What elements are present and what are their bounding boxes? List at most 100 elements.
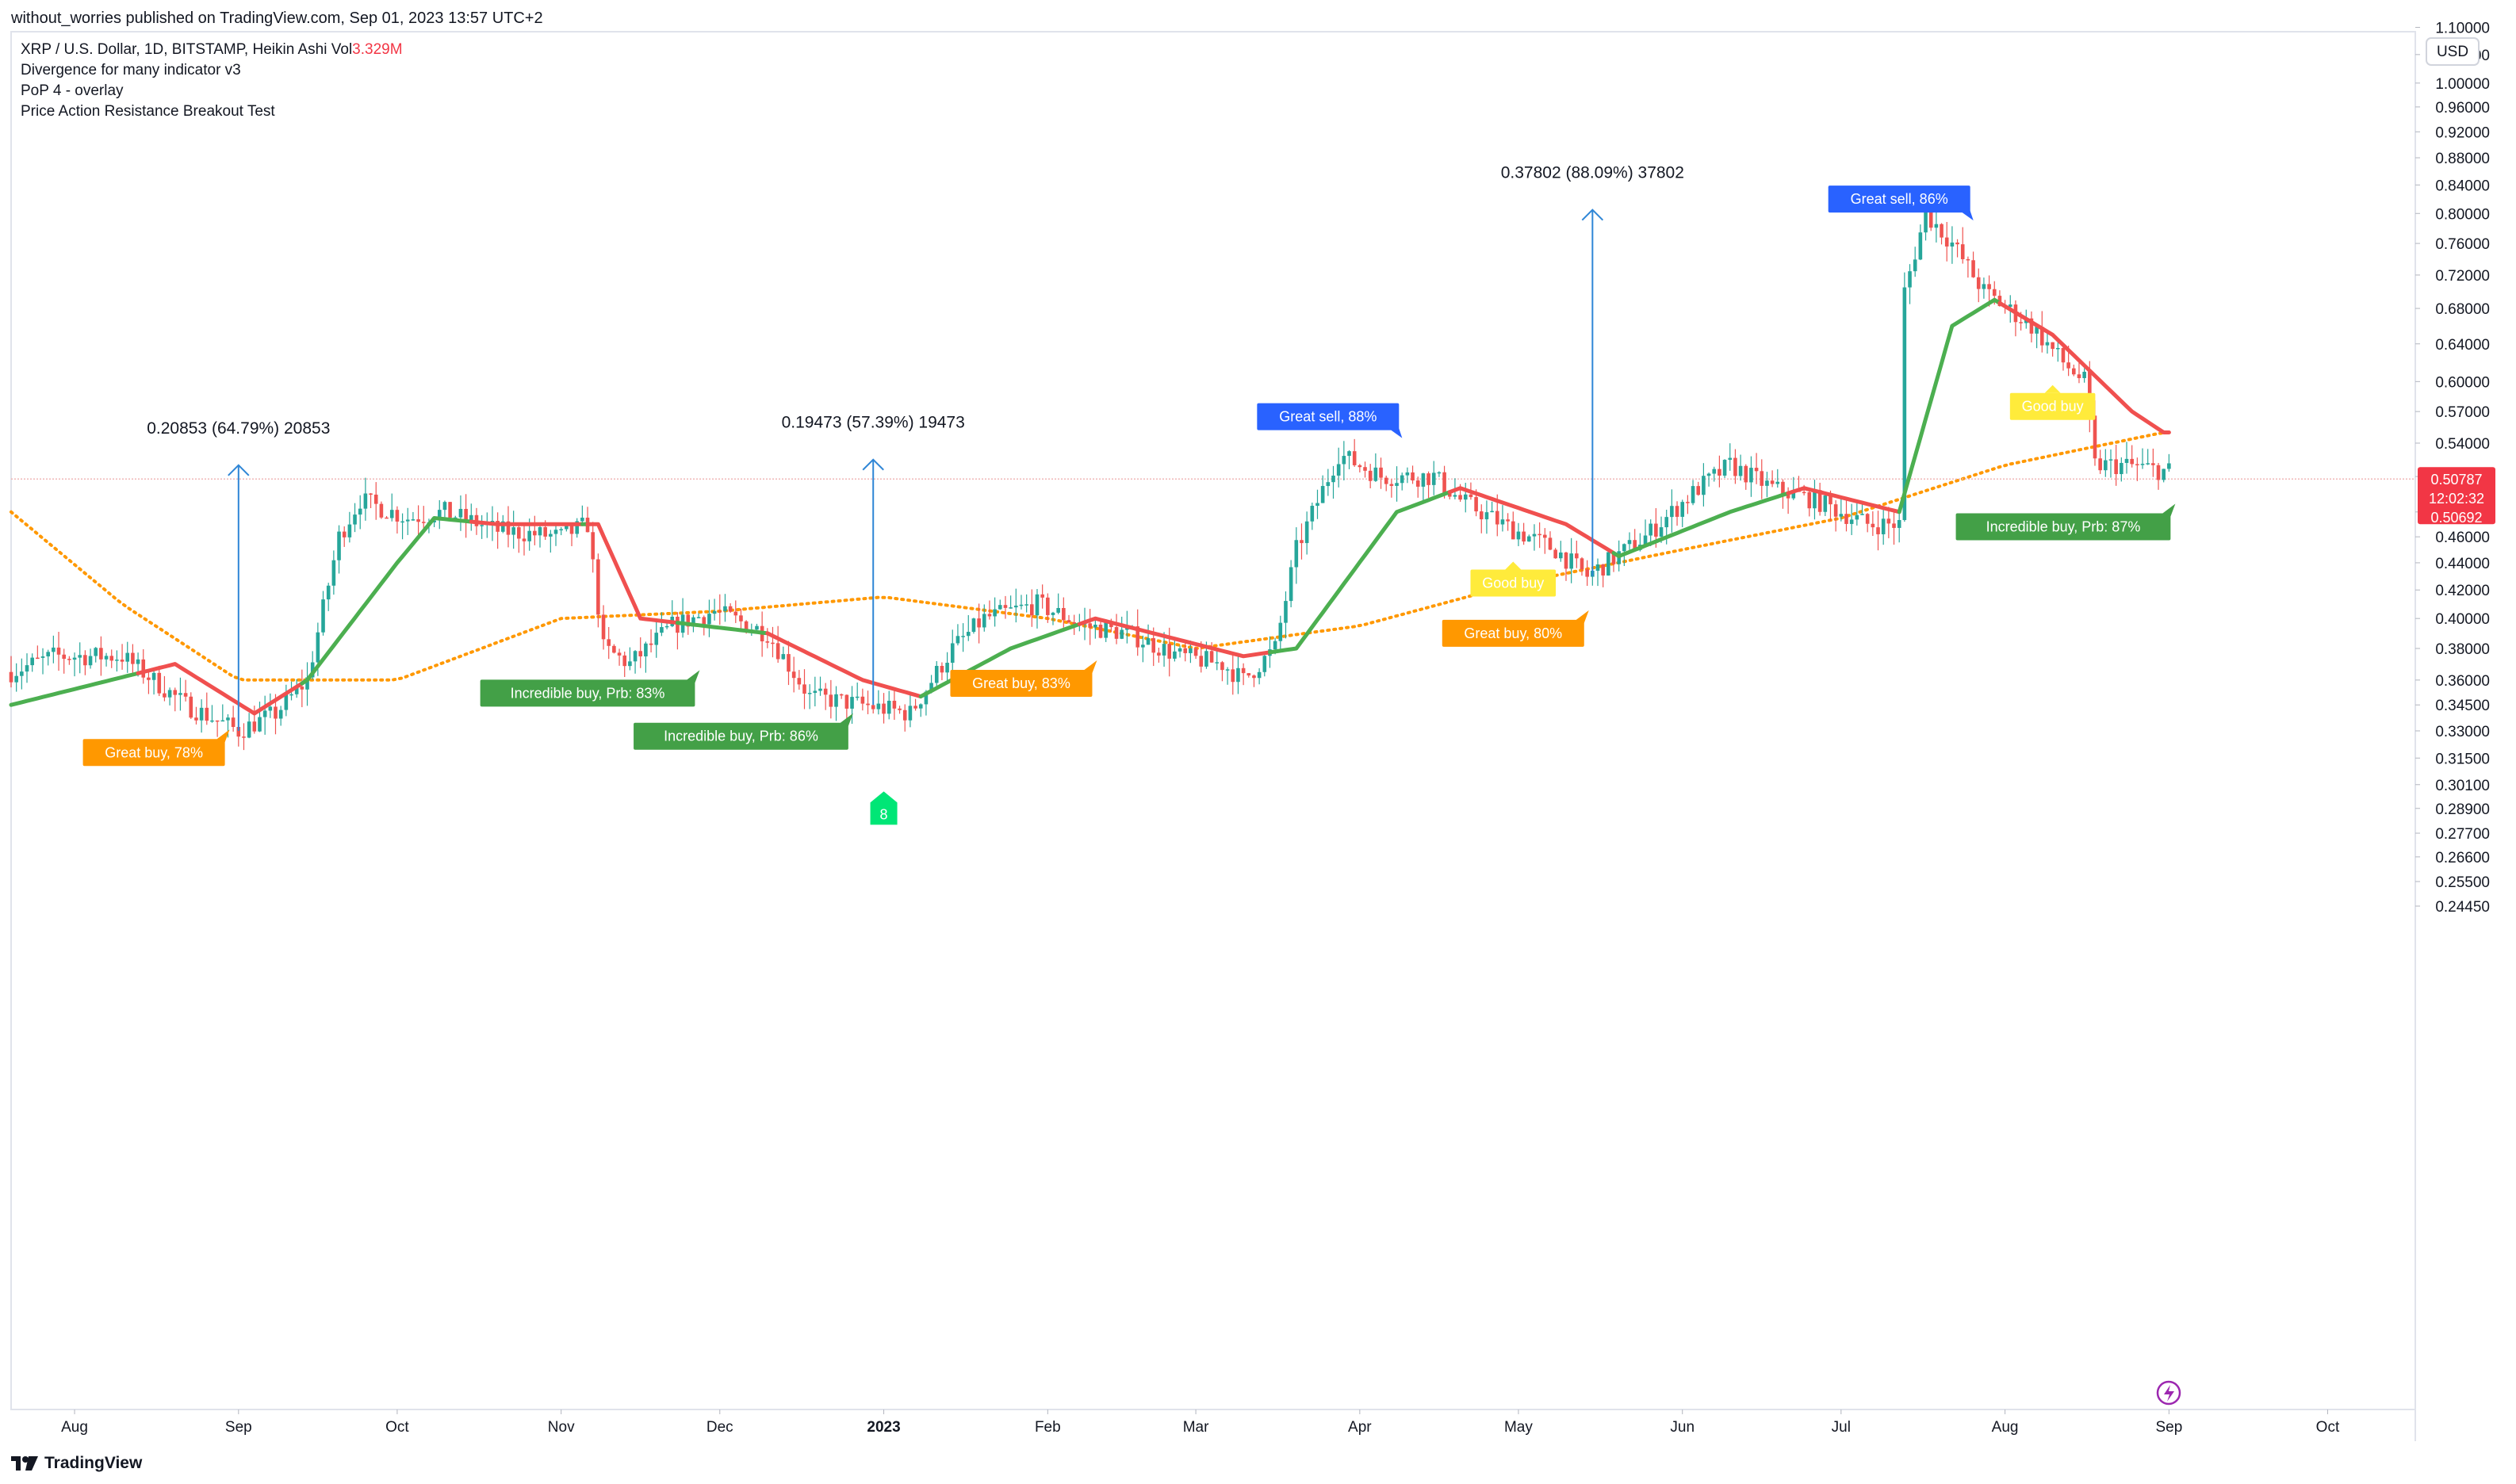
candle-body [1209,651,1214,663]
candle-body [1686,502,1690,503]
candle-body [797,678,802,685]
candle-body [1802,491,1806,494]
signal-text: Great sell, 86% [1851,191,1948,207]
candle-body [94,648,98,656]
signal-incredible-buy: Incredible buy, Prb: 83% [480,670,700,707]
candle-body [1649,523,1652,536]
price-axis[interactable]: 1.100001.050001.000000.960000.920000.880… [2415,21,2490,916]
candle-body [258,717,262,732]
candle-body [1342,456,1346,465]
candle-body [787,654,791,672]
candle-body [1453,495,1457,497]
candle-body [1278,622,1283,641]
candle-body [775,643,780,660]
candle-body [1971,260,1975,277]
candle-body [1257,671,1262,679]
indicator-price-action[interactable]: Price Action Resistance Breakout Test [21,103,275,120]
candle-body [633,651,638,662]
candle-body [1908,271,1912,288]
candle-body [2066,362,2070,369]
candle-body [1934,224,1939,228]
candle-body [385,517,389,519]
candle-body [1823,495,1828,512]
y-tick-label: 0.68000 [2435,301,2490,318]
candle-body [2082,371,2086,378]
indicator-pop4[interactable]: PoP 4 - overlay [21,82,124,99]
candle-body [141,659,146,678]
fast-ma-segment [9,671,140,707]
candle-body [1955,242,1959,245]
candle-body [437,510,442,521]
candle-body [2130,458,2134,465]
indicator-divergence[interactable]: Divergence for many indicator v3 [21,62,241,78]
candle-body [506,521,511,535]
signal-tail [687,670,700,683]
candle-body [987,614,992,617]
candle-body [480,525,484,526]
candle-body [421,522,426,523]
candle-body [326,585,331,600]
flash-icon[interactable] [2156,1380,2181,1406]
fast-ma-segment [1447,486,1616,556]
candle-body [1490,511,1494,513]
candle-body [522,538,527,541]
x-tick-label: 2023 [867,1419,900,1436]
volume-label: Vol [331,41,353,58]
candle-body [1506,519,1510,522]
volume-value: 3.329M [352,41,403,58]
signal-box [1257,403,1400,430]
candle-body [1950,242,1955,247]
tradingview-logo[interactable]: TradingView [11,1454,142,1473]
candle-body [1865,514,1870,524]
candle-body [565,526,569,530]
candle-body [691,617,695,627]
symbol-line[interactable]: XRP / U.S. Dollar, 1D, BITSTAMP, Heikin … [21,40,403,60]
signal-text: Great buy, 80% [1464,625,1562,641]
candle-body [1395,483,1399,486]
candle-body [496,521,500,532]
candle-body [918,704,923,709]
candle-body [723,606,727,611]
candle-body [464,508,468,521]
candle-body [622,655,627,667]
currency-button[interactable]: USD [2426,37,2480,66]
candle-body [231,717,236,728]
candle-body [1876,527,1880,534]
candle-body [1141,644,1145,648]
candle-body [305,677,309,690]
candle-body [1580,558,1584,570]
candle-body [971,618,976,633]
candle-body [1749,468,1753,483]
candle-body [882,703,886,714]
candle-body [316,632,320,663]
candle-body [1966,258,1970,261]
candle-body [744,621,749,633]
x-tick-label: May [1504,1419,1533,1436]
candle-body [199,707,204,721]
x-tick-label: Dec [707,1419,733,1436]
signal-box [1955,513,2171,541]
candle-body [194,717,198,721]
candle-body [802,684,806,694]
signal-text: Good buy [1482,575,1544,591]
time-axis[interactable]: Aug Sep Oct Nov Dec 2023 Feb Mar Apr May Jun Jul Aug… [61,1409,2340,1436]
candle-body [1712,469,1717,474]
signal-text: Great buy, 78% [105,744,203,760]
y-tick-label: 0.44000 [2435,556,2490,572]
candle-body [1855,514,1859,520]
candle-body [781,654,786,660]
candle-body [274,706,278,719]
candle-body [2162,469,2166,480]
candle-body [1860,514,1864,515]
candle-body [1189,648,1193,653]
candle-body [533,530,537,536]
candle-body [1918,232,1923,260]
candle-body [924,691,929,705]
y-tick-label: 0.96000 [2435,100,2490,117]
y-tick-label: 0.84000 [2435,178,2490,194]
candle-body [30,657,34,666]
candle-body [389,510,394,518]
fast-ma-segment [675,621,770,636]
candle-body [220,720,225,722]
